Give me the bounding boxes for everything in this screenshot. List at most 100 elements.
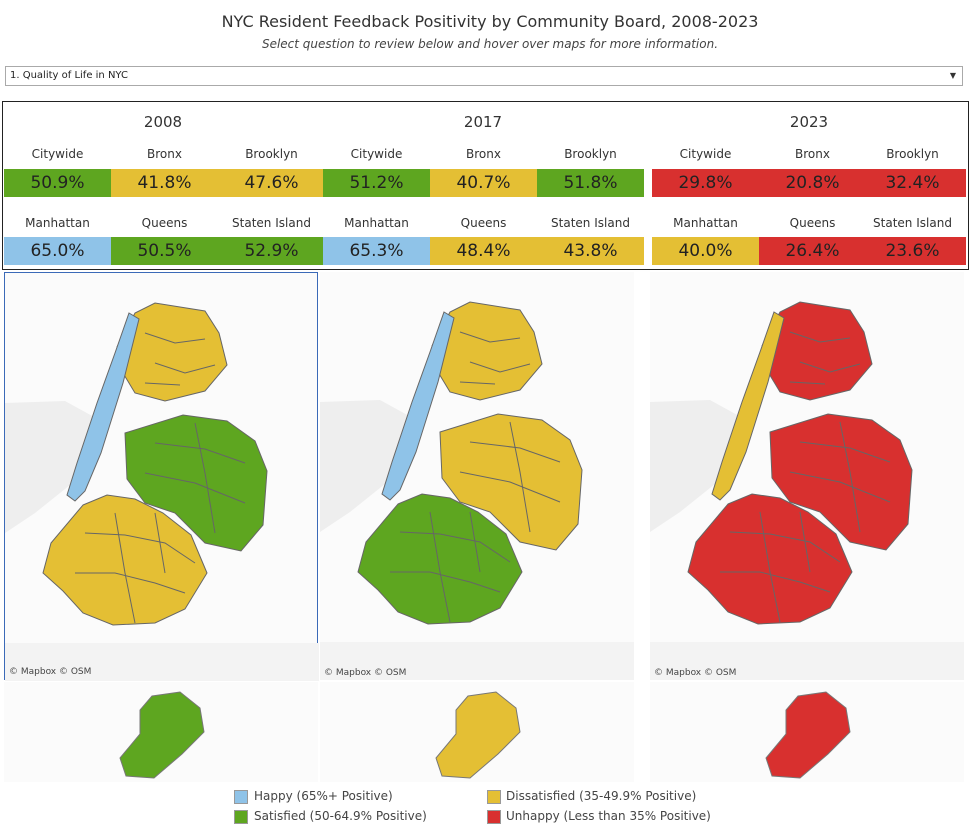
borough-label: Manhattan xyxy=(673,216,738,230)
staten-island-shape xyxy=(435,691,521,779)
value-cell[interactable]: 20.8% xyxy=(759,169,866,197)
value-cell[interactable]: 23.6% xyxy=(859,237,966,265)
value-cell[interactable]: 50.5% xyxy=(111,237,218,265)
borough-bronx-shape[interactable] xyxy=(761,301,873,401)
borough-manhattan-shape[interactable] xyxy=(711,311,785,501)
district-boundary-line xyxy=(469,511,481,573)
background-land xyxy=(650,400,750,532)
value-cell[interactable]: 26.4% xyxy=(759,237,866,265)
borough-label: Manhattan xyxy=(344,216,409,230)
borough-label: Staten Island xyxy=(232,216,311,230)
district-boundary-line xyxy=(429,511,451,623)
background-land xyxy=(5,401,105,533)
borough-label: Staten Island xyxy=(873,216,952,230)
staten-island-shape xyxy=(765,691,851,779)
district-boundary-line xyxy=(154,362,216,374)
borough-label: Manhattan xyxy=(25,216,90,230)
legend-swatch-happy xyxy=(234,790,248,804)
value-cell[interactable]: 43.8% xyxy=(537,237,644,265)
district-boundary-line xyxy=(789,331,851,343)
year-label-2017: 2017 xyxy=(463,113,503,131)
district-boundary-line xyxy=(789,381,826,385)
map-2008[interactable]: © Mapbox © OSM xyxy=(4,272,319,681)
summary-panel: 2008 Citywide Bronx Brooklyn 50.9% 41.8%… xyxy=(2,101,969,270)
district-boundary-line xyxy=(390,571,501,593)
legend-label-unhappy: Unhappy (Less than 35% Positive) xyxy=(506,809,711,823)
borough-brooklyn-shape[interactable] xyxy=(687,493,853,625)
value-cell[interactable]: 29.8% xyxy=(652,169,759,197)
borough-label: Brooklyn xyxy=(886,147,939,161)
borough-manhattan-shape[interactable] xyxy=(66,312,140,502)
map-credit: © Mapbox © OSM xyxy=(324,668,407,678)
district-boundary-line xyxy=(194,422,216,534)
district-boundary-line xyxy=(144,382,181,386)
district-boundary-line xyxy=(729,531,841,563)
value-cell[interactable]: 40.0% xyxy=(652,237,759,265)
value-cell[interactable]: 52.9% xyxy=(218,237,325,265)
nyc-map-2008[interactable] xyxy=(5,273,319,681)
value-cell[interactable]: 51.8% xyxy=(537,169,644,197)
borough-label: Bronx xyxy=(466,147,501,161)
borough-bronx-shape[interactable] xyxy=(116,302,228,402)
district-boundary-line xyxy=(720,571,831,593)
borough-label: Citywide xyxy=(31,147,84,161)
district-boundary-line xyxy=(154,442,246,464)
value-cell[interactable]: 51.2% xyxy=(323,169,430,197)
value-cell[interactable]: 65.0% xyxy=(4,237,111,265)
district-boundary-line xyxy=(399,531,511,563)
value-cell[interactable]: 65.3% xyxy=(323,237,430,265)
background-land xyxy=(320,400,420,532)
background-water xyxy=(320,642,634,680)
district-boundary-line xyxy=(84,532,196,564)
legend-swatch-unhappy xyxy=(487,810,501,824)
value-cell[interactable]: 47.6% xyxy=(218,169,325,197)
value-cell[interactable]: 40.7% xyxy=(430,169,537,197)
staten-island-map-2017[interactable] xyxy=(320,682,634,782)
district-boundary-line xyxy=(114,512,136,624)
dashboard-subtitle: Select question to review below and hove… xyxy=(261,37,719,51)
borough-brooklyn-shape[interactable] xyxy=(42,494,208,626)
borough-label: Brooklyn xyxy=(245,147,298,161)
legend-swatch-dissatisfied xyxy=(487,790,501,804)
district-boundary-line xyxy=(154,512,166,574)
borough-label: Citywide xyxy=(679,147,732,161)
borough-label: Bronx xyxy=(147,147,182,161)
borough-manhattan-shape[interactable] xyxy=(381,311,455,501)
chevron-down-icon[interactable]: ▼ xyxy=(949,71,956,80)
map-credit: © Mapbox © OSM xyxy=(654,668,737,678)
map-credit: © Mapbox © OSM xyxy=(9,667,92,677)
borough-brooklyn-shape[interactable] xyxy=(357,493,523,625)
district-boundary-line xyxy=(75,572,186,594)
borough-label: Brooklyn xyxy=(564,147,617,161)
year-label-2023: 2023 xyxy=(789,113,829,131)
map-2017[interactable]: © Mapbox © OSM xyxy=(320,272,634,680)
legend-label-dissatisfied: Dissatisfied (35-49.9% Positive) xyxy=(506,789,697,803)
district-boundary-line xyxy=(509,421,531,533)
maps-area: © Mapbox © OSM © Mapbox © OSM © Mapbox ©… xyxy=(4,272,966,782)
district-boundary-line xyxy=(144,332,206,344)
district-boundary-line xyxy=(839,421,861,533)
value-cell[interactable]: 32.4% xyxy=(859,169,966,197)
value-cell[interactable]: 48.4% xyxy=(430,237,537,265)
question-dropdown-value: 1. Quality of Life in NYC xyxy=(10,70,128,81)
borough-label: Queens xyxy=(460,216,507,230)
district-boundary-line xyxy=(469,361,531,373)
borough-bronx-shape[interactable] xyxy=(431,301,543,401)
district-boundary-line xyxy=(459,471,561,503)
district-boundary-line xyxy=(759,511,781,623)
district-boundary-line xyxy=(799,361,861,373)
district-boundary-line xyxy=(459,331,521,343)
question-dropdown[interactable]: 1. Quality of Life in NYC ▼ xyxy=(5,66,963,86)
district-boundary-line xyxy=(799,511,811,573)
borough-label: Queens xyxy=(789,216,836,230)
nyc-map-2023[interactable] xyxy=(650,272,964,680)
value-cell[interactable]: 50.9% xyxy=(4,169,111,197)
staten-island-map-2023[interactable] xyxy=(650,682,964,782)
value-cell[interactable]: 41.8% xyxy=(111,169,218,197)
staten-island-map-2008[interactable] xyxy=(4,682,318,782)
nyc-map-2017[interactable] xyxy=(320,272,634,680)
year-label-2008: 2008 xyxy=(143,113,183,131)
map-2023[interactable]: © Mapbox © OSM xyxy=(650,272,964,680)
legend-label-happy: Happy (65%+ Positive) xyxy=(254,789,393,803)
district-boundary-line xyxy=(789,471,891,503)
